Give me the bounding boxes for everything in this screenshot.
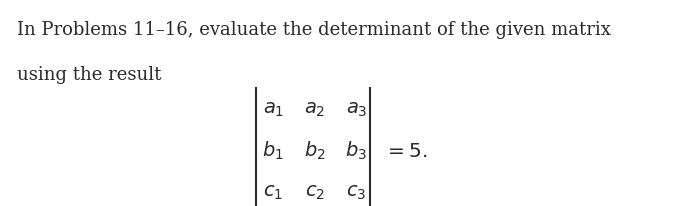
Text: $a_3$: $a_3$ [345, 100, 367, 118]
Text: $c_1$: $c_1$ [263, 183, 284, 201]
Text: In Problems 11–16, evaluate the determinant of the given matrix: In Problems 11–16, evaluate the determin… [17, 21, 611, 39]
Text: $a_1$: $a_1$ [263, 100, 284, 118]
Text: $c_2$: $c_2$ [305, 183, 325, 201]
Text: $b_2$: $b_2$ [304, 139, 326, 162]
Text: $b_1$: $b_1$ [262, 139, 284, 162]
Text: using the result: using the result [17, 66, 162, 84]
Text: $b_3$: $b_3$ [345, 139, 367, 162]
Text: $a_2$: $a_2$ [304, 100, 325, 118]
Text: $c_3$: $c_3$ [346, 183, 367, 201]
Text: $= 5.$: $= 5.$ [384, 141, 428, 160]
